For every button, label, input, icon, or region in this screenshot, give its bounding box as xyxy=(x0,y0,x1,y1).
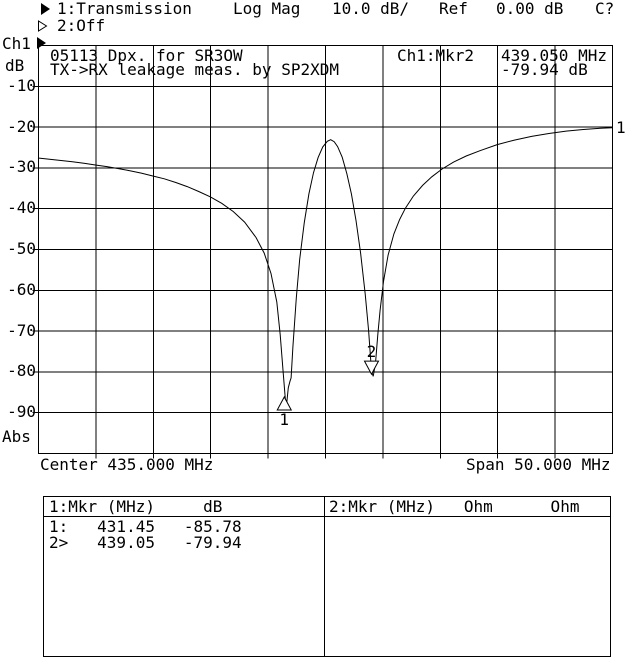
marker-number-label: 1 xyxy=(279,410,289,429)
trace2-inactive-icon xyxy=(38,19,48,34)
plot-title-line1: 05113 Dpx. for SR3OW xyxy=(50,46,243,65)
ref-label: Ref xyxy=(439,0,468,18)
trace1-label: 1:Transmission xyxy=(57,0,192,18)
ref-position-icon xyxy=(37,36,47,51)
y-axis-tick-label: -80 xyxy=(7,361,36,381)
y-axis-tick-label: -40 xyxy=(7,198,36,218)
plot-title-line2: TX->RX leakage meas. by SP2XDM xyxy=(50,60,339,79)
marker-table-right-header: 2:Mkr (MHz) Ohm Ohm xyxy=(329,497,580,516)
marker-triangle-down-icon xyxy=(363,360,380,376)
marker-2: 2 xyxy=(363,342,380,376)
marker-1: 1 xyxy=(276,395,293,429)
marker-table-divider xyxy=(324,497,325,656)
y-axis-tick-label: -10 xyxy=(7,75,36,95)
trace1-active-icon xyxy=(41,2,51,17)
marker-table: 1:Mkr (MHz) dB 2:Mkr (MHz) Ohm Ohm 1: 43… xyxy=(43,496,611,657)
plot-grid xyxy=(32,45,613,459)
trace2-label: 2:Off xyxy=(57,16,106,35)
ref-value: 0.00 dB xyxy=(496,0,564,18)
y-unit-label: dB xyxy=(5,56,25,75)
marker-number-label: 2 xyxy=(367,342,377,361)
marker-table-row: 1: 431.45 -85.78 xyxy=(49,517,242,536)
marker-table-header-rule xyxy=(44,516,610,517)
format-label: Log Mag xyxy=(233,0,301,18)
channel-label: Ch1 xyxy=(2,34,31,53)
marker-readout-channel: Ch1:Mkr2 xyxy=(397,46,475,65)
y-bottom-label: Abs xyxy=(2,427,31,446)
y-axis-tick-label: -70 xyxy=(7,320,36,340)
center-frequency-label: Center 435.000 MHz xyxy=(40,455,214,474)
trace-number-label: 1 xyxy=(616,118,626,137)
y-axis-tick-label: -90 xyxy=(7,402,36,422)
trace-line xyxy=(37,127,613,406)
scale-label: 10.0 dB/ xyxy=(332,0,410,18)
span-frequency-label: Span 50.000 MHz xyxy=(466,455,611,474)
y-axis-tick-label: -30 xyxy=(7,157,36,177)
y-axis-tick-label: -20 xyxy=(7,116,36,136)
marker-readout-value: -79.94 dB xyxy=(501,60,588,79)
marker-table-row: 2> 439.05 -79.94 xyxy=(49,533,242,552)
y-axis-tick-label: -60 xyxy=(7,279,36,299)
marker-triangle-up-icon xyxy=(276,395,293,411)
marker-table-left-header: 1:Mkr (MHz) dB xyxy=(49,497,223,516)
y-axis-tick-label: -50 xyxy=(7,239,36,258)
marker-readout-freq: 439.050 MHz xyxy=(501,46,607,65)
cal-indicator: C? xyxy=(595,0,615,18)
